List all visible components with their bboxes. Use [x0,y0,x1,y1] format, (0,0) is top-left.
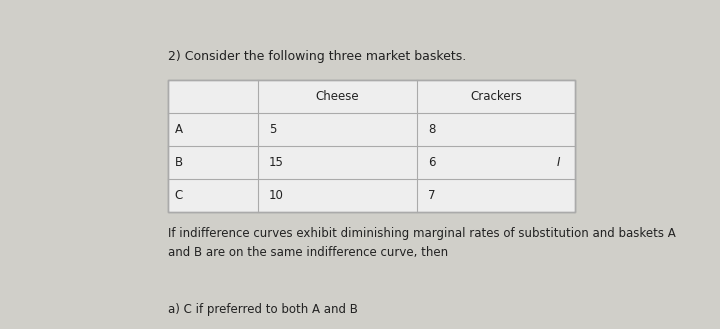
Text: 7: 7 [428,189,436,202]
Text: a) C if preferred to both A and B: a) C if preferred to both A and B [168,303,358,316]
Text: I: I [557,156,560,169]
Text: 5: 5 [269,123,276,136]
Text: 6: 6 [428,156,436,169]
Text: 10: 10 [269,189,284,202]
Text: C: C [175,189,183,202]
Text: 2) Consider the following three market baskets.: 2) Consider the following three market b… [168,50,467,63]
Text: Crackers: Crackers [470,90,522,103]
Text: 8: 8 [428,123,435,136]
Text: 15: 15 [269,156,284,169]
FancyBboxPatch shape [168,80,575,212]
Text: B: B [175,156,183,169]
Text: Cheese: Cheese [315,90,359,103]
Text: If indifference curves exhibit diminishing marginal rates of substitution and ba: If indifference curves exhibit diminishi… [168,227,676,259]
Text: A: A [175,123,183,136]
